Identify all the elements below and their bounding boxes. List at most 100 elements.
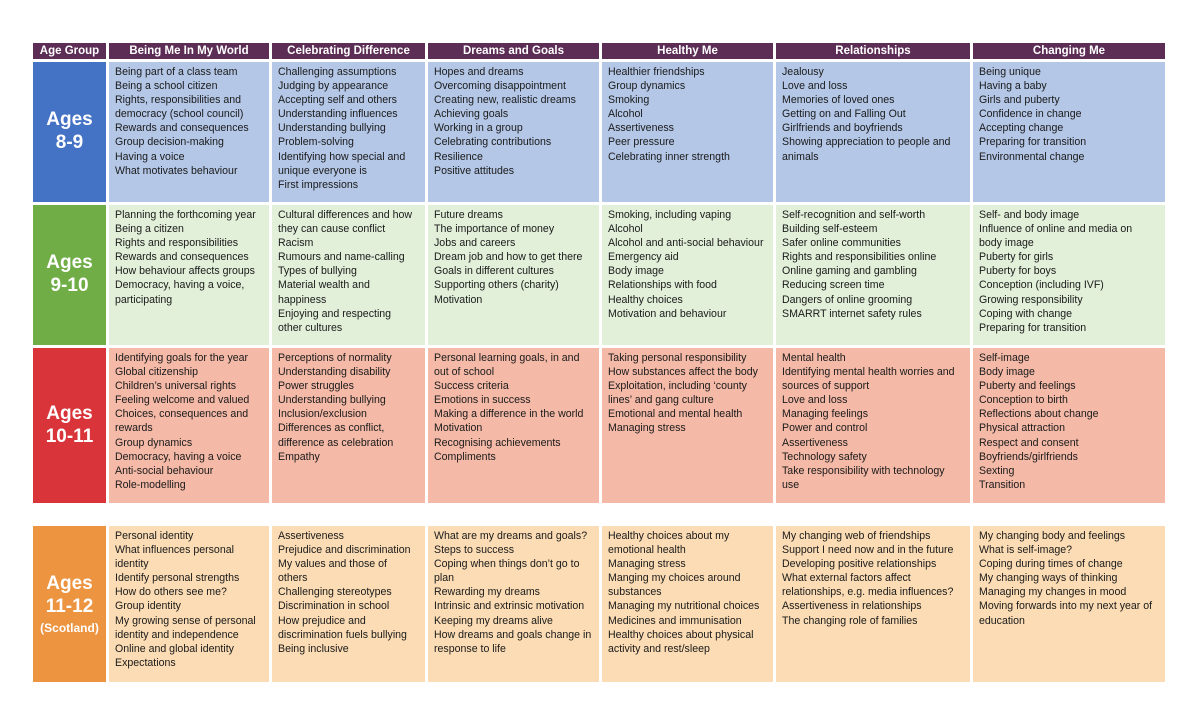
topic-item: happiness <box>278 293 327 306</box>
topic-item: Being a citizen <box>115 223 184 236</box>
topic-item: Compliments <box>434 450 496 463</box>
topic-item: Positive attitudes <box>434 164 515 177</box>
topic-item: body image <box>979 237 1034 250</box>
topic-item: Girlfriends and boyfriends <box>782 122 903 135</box>
topic-item: Steps to success <box>434 544 515 557</box>
topic-cell-healthy-me: Taking personal responsibility How substa… <box>602 348 773 503</box>
topic-item: response to life <box>434 642 506 655</box>
topic-item: Managing stress <box>608 558 686 571</box>
header-being-me: Being Me In My World <box>109 43 269 59</box>
topic-item: Having a baby <box>979 80 1047 93</box>
age-range: 8-9 <box>55 132 84 153</box>
topic-cell-being-me: Personal identity What influences persona… <box>109 526 269 682</box>
topic-cell-healthy-me: Smoking, including vaping Alcohol Alcohol … <box>602 205 773 345</box>
age-group-cell: Ages 8-9 <box>33 62 106 202</box>
topic-cell-changing-me: Self-image Body image Puberty and feelings… <box>973 348 1165 503</box>
spacer <box>272 506 425 523</box>
spacer <box>973 506 1165 523</box>
topic-item: Types of bullying <box>278 265 357 278</box>
topic-item: Making a difference in the world <box>434 408 584 421</box>
topic-item: Discrimination in school <box>278 600 390 613</box>
topic-item: My changing web of friendships <box>782 530 931 542</box>
topic-cell-celebrating-difference: Cultural differences and how they can cau… <box>272 205 425 345</box>
topic-item: Managing my changes in mood <box>979 586 1127 599</box>
topic-item: Democracy, having a voice, <box>115 279 245 292</box>
topic-item: Personal learning goals, in and <box>434 352 580 364</box>
topic-item: Love and loss <box>782 394 848 407</box>
topic-cell-changing-me: My changing body and feelings What is sel… <box>973 526 1165 682</box>
topic-item: How substances affect the body <box>608 366 758 379</box>
topic-item: unique everyone is <box>278 164 367 177</box>
age-group-cell: Ages 9-10 <box>33 205 106 345</box>
topic-item: Preparing for transition <box>979 321 1087 334</box>
topic-item: Assertiveness <box>608 122 674 135</box>
age-note: (Scotland) <box>40 620 99 635</box>
topic-cell-relationships: Jealousy Love and loss Memories of loved o… <box>776 62 970 202</box>
topic-item: Empathy <box>278 450 320 463</box>
topic-item: The changing role of families <box>782 614 918 627</box>
topic-item: Democracy, having a voice <box>115 450 242 463</box>
topic-item: emotional health <box>608 544 686 557</box>
topic-item: relationships, e.g. media influences? <box>782 586 954 599</box>
topic-item: Rewards and consequences <box>115 122 249 135</box>
topic-item: Support I need now and in the future <box>782 544 954 557</box>
topic-item: How behaviour affects groups <box>115 265 255 278</box>
topic-item: sources of support <box>782 380 870 393</box>
topic-item: Healthy choices about physical <box>608 628 754 641</box>
header-healthy-me: Healthy Me <box>602 43 773 59</box>
topic-item: Identifying how special and <box>278 150 406 163</box>
topic-item: Managing stress <box>608 422 686 435</box>
topic-item: What is self-image? <box>979 544 1073 557</box>
header-dreams-goals: Dreams and Goals <box>428 43 599 59</box>
topic-item: plan <box>434 572 455 585</box>
topic-item: Being inclusive <box>278 642 349 655</box>
age-label: Ages <box>46 573 93 594</box>
topic-item: Taking personal responsibility <box>608 352 747 364</box>
topic-item: education <box>979 614 1025 627</box>
topic-item: What external factors affect <box>782 572 911 585</box>
topic-item: difference as celebration <box>278 436 394 449</box>
topic-item: Keeping my dreams alive <box>434 614 553 627</box>
topic-item: Global citizenship <box>115 366 199 379</box>
topic-item: Identifying mental health worries and <box>782 366 955 379</box>
topic-item: Group decision-making <box>115 136 224 149</box>
topic-cell-celebrating-difference: Assertiveness Prejudice and discriminatio… <box>272 526 425 682</box>
age-range: 9-10 <box>50 275 89 296</box>
topic-item: Online and global identity <box>115 642 234 655</box>
topic-item: Conception to birth <box>979 394 1068 407</box>
topic-cell-healthy-me: Healthy choices about my emotional health… <box>602 526 773 682</box>
topic-item: The importance of money <box>434 223 555 236</box>
topic-item: Achieving goals <box>434 108 509 121</box>
topic-cell-celebrating-difference: Challenging assumptions Judging by appear… <box>272 62 425 202</box>
topic-item: Feeling welcome and valued <box>115 394 250 407</box>
topic-cell-being-me: Planning the forthcoming year Being a cit… <box>109 205 269 345</box>
topic-item: Cultural differences and how <box>278 209 413 221</box>
topic-item: Getting on and Falling Out <box>782 108 906 121</box>
topic-cell-being-me: Being part of a class team Being a school… <box>109 62 269 202</box>
topic-item: Assertiveness in relationships <box>782 600 922 613</box>
topic-item: Celebrating inner strength <box>608 150 730 163</box>
topic-item: Challenging stereotypes <box>278 586 392 599</box>
topic-item: Preparing for transition <box>979 136 1087 149</box>
topic-item: Power and control <box>782 422 868 435</box>
topic-item: identity and independence <box>115 628 239 641</box>
topic-item: Motivation <box>434 293 483 306</box>
topic-item: other cultures <box>278 321 343 334</box>
topic-item: Recognising achievements <box>434 436 561 449</box>
topic-item: Technology safety <box>782 450 867 463</box>
topic-item: identity <box>115 558 149 571</box>
topic-item: Rights and responsibilities <box>115 237 239 250</box>
age-label: Ages <box>46 402 93 424</box>
topic-item: Mental health <box>782 352 846 364</box>
topic-item: Alcohol and anti-social behaviour <box>608 237 764 250</box>
topic-cell-being-me: Identifying goals for the year Global cit… <box>109 348 269 503</box>
topic-item: Judging by appearance <box>278 80 389 93</box>
topic-item: How do others see me? <box>115 586 227 599</box>
topic-item: My changing ways of thinking <box>979 572 1118 585</box>
age-label: Ages <box>46 252 93 274</box>
topic-item: Rights and responsibilities online <box>782 251 937 264</box>
topic-item: participating <box>115 293 173 306</box>
topic-item: Body image <box>608 265 664 278</box>
topic-item: Puberty for boys <box>979 265 1057 278</box>
topic-item: Exploitation, including ‘county <box>608 380 747 393</box>
